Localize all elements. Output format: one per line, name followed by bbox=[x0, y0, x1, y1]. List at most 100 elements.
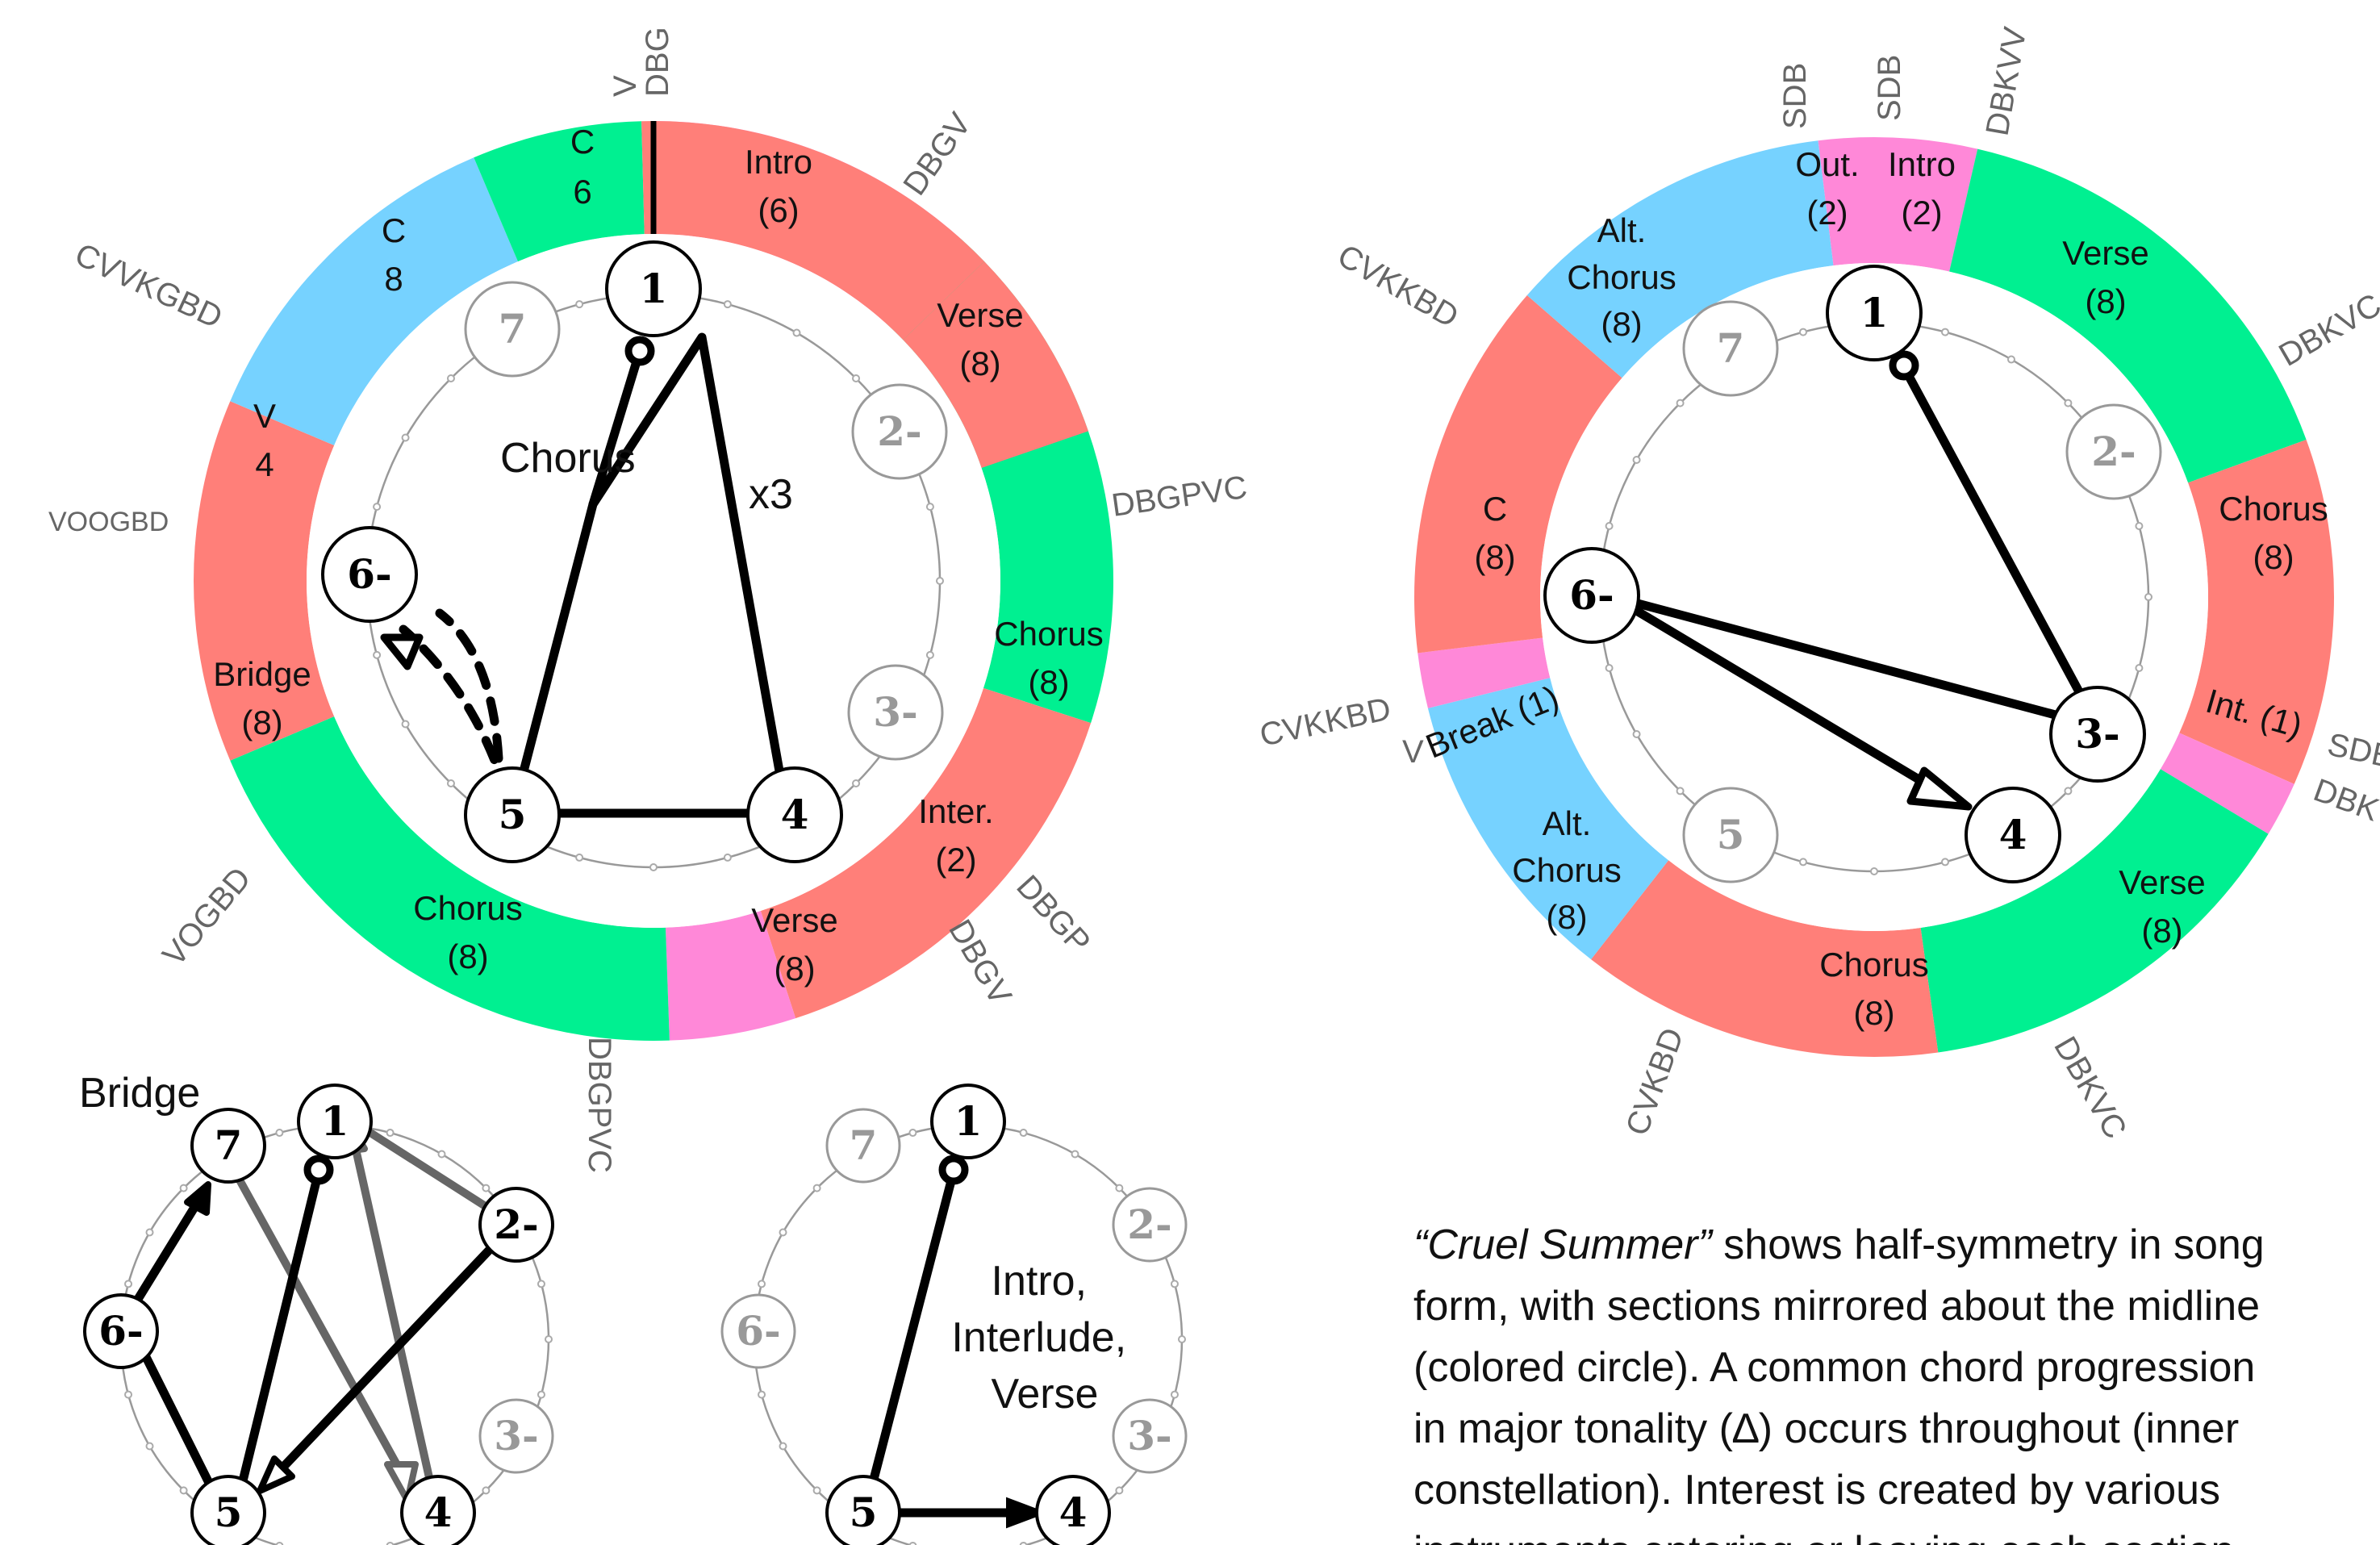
intro-label-line-3: Verse bbox=[992, 1371, 1099, 1418]
constellation-tick bbox=[1071, 1150, 1079, 1159]
start-dot bbox=[938, 1155, 969, 1185]
right-segment-label-altchorus1: Alt. bbox=[1543, 804, 1592, 842]
constellation-tick bbox=[758, 1280, 766, 1288]
constellation-tick bbox=[925, 503, 934, 512]
chord-node-label: 3- bbox=[494, 1412, 539, 1459]
line-6-5 bbox=[140, 1351, 223, 1505]
chord-node-4 bbox=[1035, 1475, 1111, 1545]
chord-node-label: 2- bbox=[1127, 1201, 1172, 1248]
right-segment-label-chorus1: Chorus bbox=[2219, 490, 2328, 528]
right-segment-verse1 bbox=[1949, 148, 2307, 483]
constellation-tick bbox=[908, 1541, 917, 1545]
caption-line-4a: in major tonality ( bbox=[1413, 1405, 1733, 1452]
chord-node-label: 4 bbox=[424, 1489, 453, 1536]
right-segment-label2-altchorus1: Chorus bbox=[1512, 851, 1621, 889]
right-segment-altchorus2 bbox=[1526, 140, 1834, 378]
left-segment-sub-bridge: (8) bbox=[241, 704, 282, 741]
right-instrument-label: DBKVC bbox=[2274, 287, 2380, 374]
line-1-5 bbox=[233, 1167, 324, 1505]
chord-node-3- bbox=[478, 1398, 554, 1474]
constellation-tick bbox=[1115, 1486, 1124, 1495]
chord-node-6- bbox=[83, 1293, 159, 1369]
chord-node-4 bbox=[746, 766, 843, 863]
constellation-tick bbox=[1799, 328, 1808, 336]
intro-nodes: 1 2- 3- 4 5 6- 7 bbox=[720, 1084, 1188, 1545]
left-song-form-wheel: Intro (6) Verse (8) Chorus (8) Inter. (2) Verse (… bbox=[48, 27, 1250, 1173]
constellation-tick bbox=[779, 1228, 787, 1237]
left-segment-sub-verse2: (8) bbox=[774, 950, 815, 988]
constellation-tick bbox=[386, 1541, 395, 1545]
song-title: “Cruel Summer” bbox=[1413, 1221, 1712, 1268]
chord-node-1 bbox=[297, 1084, 373, 1159]
intro-lines bbox=[866, 1155, 1048, 1529]
left-segment-sub-chorus1: (8) bbox=[1028, 663, 1069, 701]
chord-node-4 bbox=[400, 1475, 476, 1545]
gray-line-4-1 bbox=[351, 1142, 436, 1493]
left-instrument-label: CVVKGBD bbox=[69, 236, 228, 336]
arrowhead-4 bbox=[1006, 1497, 1048, 1529]
right-song-form-wheel: Intro(2)Verse(8)Chorus(8)Int. (1)Verse(8… bbox=[1257, 24, 2380, 1145]
constellation-tick bbox=[124, 1280, 133, 1288]
caption-line-6: instruments entering or leaving each sec… bbox=[1413, 1521, 2380, 1545]
constellation-tick bbox=[1870, 867, 1878, 875]
chord-node-label: 1 bbox=[640, 265, 668, 312]
left-segment-label-bridge: Bridge bbox=[213, 655, 311, 693]
right-wheel-segment-labels: Intro(2)Verse(8)Chorus(8)Int. (1)Verse(8… bbox=[1421, 145, 2328, 1032]
constellation-tick bbox=[446, 374, 455, 382]
chord-node-6- bbox=[1543, 547, 1640, 644]
left-instrument-label: VOGBD bbox=[156, 861, 258, 973]
line-6-7 bbox=[128, 1197, 203, 1312]
right-instrument-label: SDB bbox=[1777, 63, 1813, 129]
constellation-tick bbox=[1940, 858, 1949, 866]
caption-line-4: in major tonality (∆) occurs throughout … bbox=[1413, 1398, 2380, 1459]
constellation-tick bbox=[779, 1442, 787, 1451]
constellation-tick bbox=[649, 863, 658, 871]
left-wheel-inner-disc bbox=[307, 234, 1000, 928]
intro-label-line-2: Interlude, bbox=[951, 1314, 1126, 1361]
right-segment-sub-altchorus2: (8) bbox=[1601, 305, 1642, 343]
chord-node-label: 3- bbox=[1127, 1412, 1172, 1459]
chord-node-7 bbox=[1682, 300, 1779, 397]
progression-line-6-4 bbox=[1609, 592, 1949, 800]
constellation-tick bbox=[1632, 456, 1641, 464]
constellation-tick bbox=[1605, 522, 1614, 531]
right-progression bbox=[1609, 350, 2102, 811]
gray-line-1-2 bbox=[355, 1121, 508, 1222]
dashed-arrowhead bbox=[380, 633, 424, 670]
constellation-tick bbox=[2135, 663, 2144, 672]
right-segment-sub-verse1: (8) bbox=[2085, 282, 2126, 320]
left-segment-label-v4: V bbox=[253, 397, 276, 435]
constellation-tick bbox=[936, 577, 944, 585]
constellation-tick bbox=[373, 503, 382, 512]
left-segment-sub-verse1: (8) bbox=[959, 344, 1000, 382]
progression-line-1-3 bbox=[1899, 362, 2102, 731]
constellation-tick bbox=[437, 1150, 446, 1159]
right-segment-sub-chorus2: (8) bbox=[1853, 994, 1894, 1032]
right-segment-int bbox=[2160, 733, 2294, 834]
constellation-tick bbox=[1170, 1280, 1179, 1288]
left-segment-label-chorus1: Chorus bbox=[994, 615, 1103, 653]
chord-node-label: 6- bbox=[98, 1307, 144, 1355]
left-segment-sub-c8: 8 bbox=[384, 260, 403, 298]
constellation-tick bbox=[275, 1541, 284, 1545]
right-segment-chorus2 bbox=[1591, 860, 1939, 1057]
left-segment-c8 bbox=[641, 121, 985, 340]
right-segment-c8 bbox=[1413, 295, 1622, 653]
right-segment-sub-intro: (2) bbox=[1901, 194, 1942, 232]
chord-node-label: 5 bbox=[215, 1489, 243, 1536]
constellation-tick bbox=[179, 1486, 188, 1495]
left-instrument-label: DBGPVC bbox=[1109, 470, 1249, 524]
constellation-tick bbox=[482, 1486, 491, 1495]
right-segment-sub-c8: (8) bbox=[1474, 538, 1515, 576]
constellation-tick bbox=[482, 1184, 491, 1192]
constellation-tick bbox=[1019, 1129, 1028, 1138]
chord-node-label: 6- bbox=[736, 1307, 781, 1355]
constellation-tick bbox=[1676, 399, 1685, 407]
chord-node-2- bbox=[2065, 403, 2162, 500]
left-segment-label-intro: Intro bbox=[745, 143, 812, 181]
chord-node-2- bbox=[478, 1187, 554, 1263]
right-instrument-label: CVKKBD bbox=[1332, 238, 1464, 335]
chord-node-label: 7 bbox=[850, 1121, 878, 1169]
chord-node-label: 5 bbox=[1717, 811, 1745, 858]
left-instrument-label: DBGV bbox=[942, 914, 1018, 1011]
